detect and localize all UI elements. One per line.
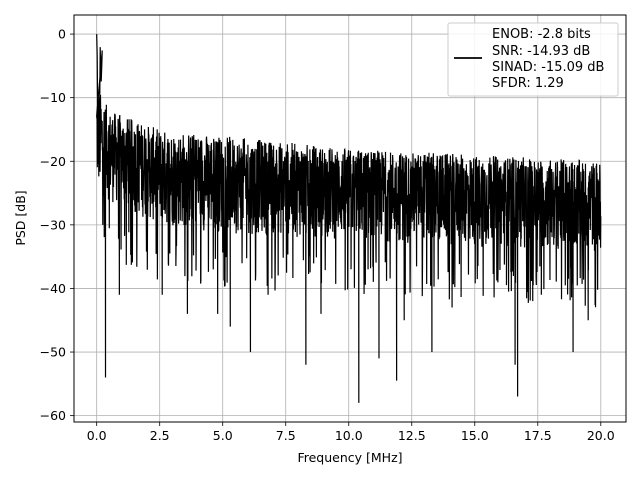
x-tick-label: 2.5	[150, 428, 170, 443]
legend-snr: SNR: -14.93 dB	[492, 44, 590, 59]
x-tick-label: 7.5	[276, 428, 296, 443]
legend-enob: ENOB: -2.8 bits	[492, 27, 591, 42]
x-tick-label: 0.0	[87, 428, 107, 443]
plot-frame	[73, 14, 627, 423]
x-tick-label: 17.5	[524, 428, 552, 443]
y-tick-label: 0	[58, 27, 66, 42]
legend-sfdr: SFDR: 1.29	[492, 76, 564, 91]
y-tick-label: −40	[40, 281, 66, 296]
x-tick-label: 20.0	[587, 428, 615, 443]
x-tick-label: 5.0	[213, 428, 233, 443]
legend: ENOB: -2.8 bits SNR: -14.93 dB SINAD: -1…	[447, 22, 619, 97]
y-tick-label: −60	[40, 408, 66, 423]
y-tick-label: −10	[40, 90, 66, 105]
psd-series-line	[96, 34, 602, 403]
y-tick-label: −20	[40, 154, 66, 169]
x-tick-label: 12.5	[398, 428, 426, 443]
psd-trace	[96, 34, 602, 403]
legend-box	[447, 22, 619, 97]
x-axis-label: Frequency [MHz]	[297, 450, 402, 465]
x-tick-label: 10.0	[335, 428, 363, 443]
axis-ticks: 0.0 2.5 5.0 7.5 10.0 12.5 15.0 17.5 20.0 0 −10 −20 −…	[40, 27, 615, 443]
legend-sinad: SINAD: -15.09 dB	[492, 60, 604, 75]
x-tick-label: 15.0	[461, 428, 489, 443]
y-axis-label: PSD [dB]	[13, 190, 28, 245]
y-tick-label: −50	[40, 345, 66, 360]
y-tick-label: −30	[40, 217, 66, 232]
